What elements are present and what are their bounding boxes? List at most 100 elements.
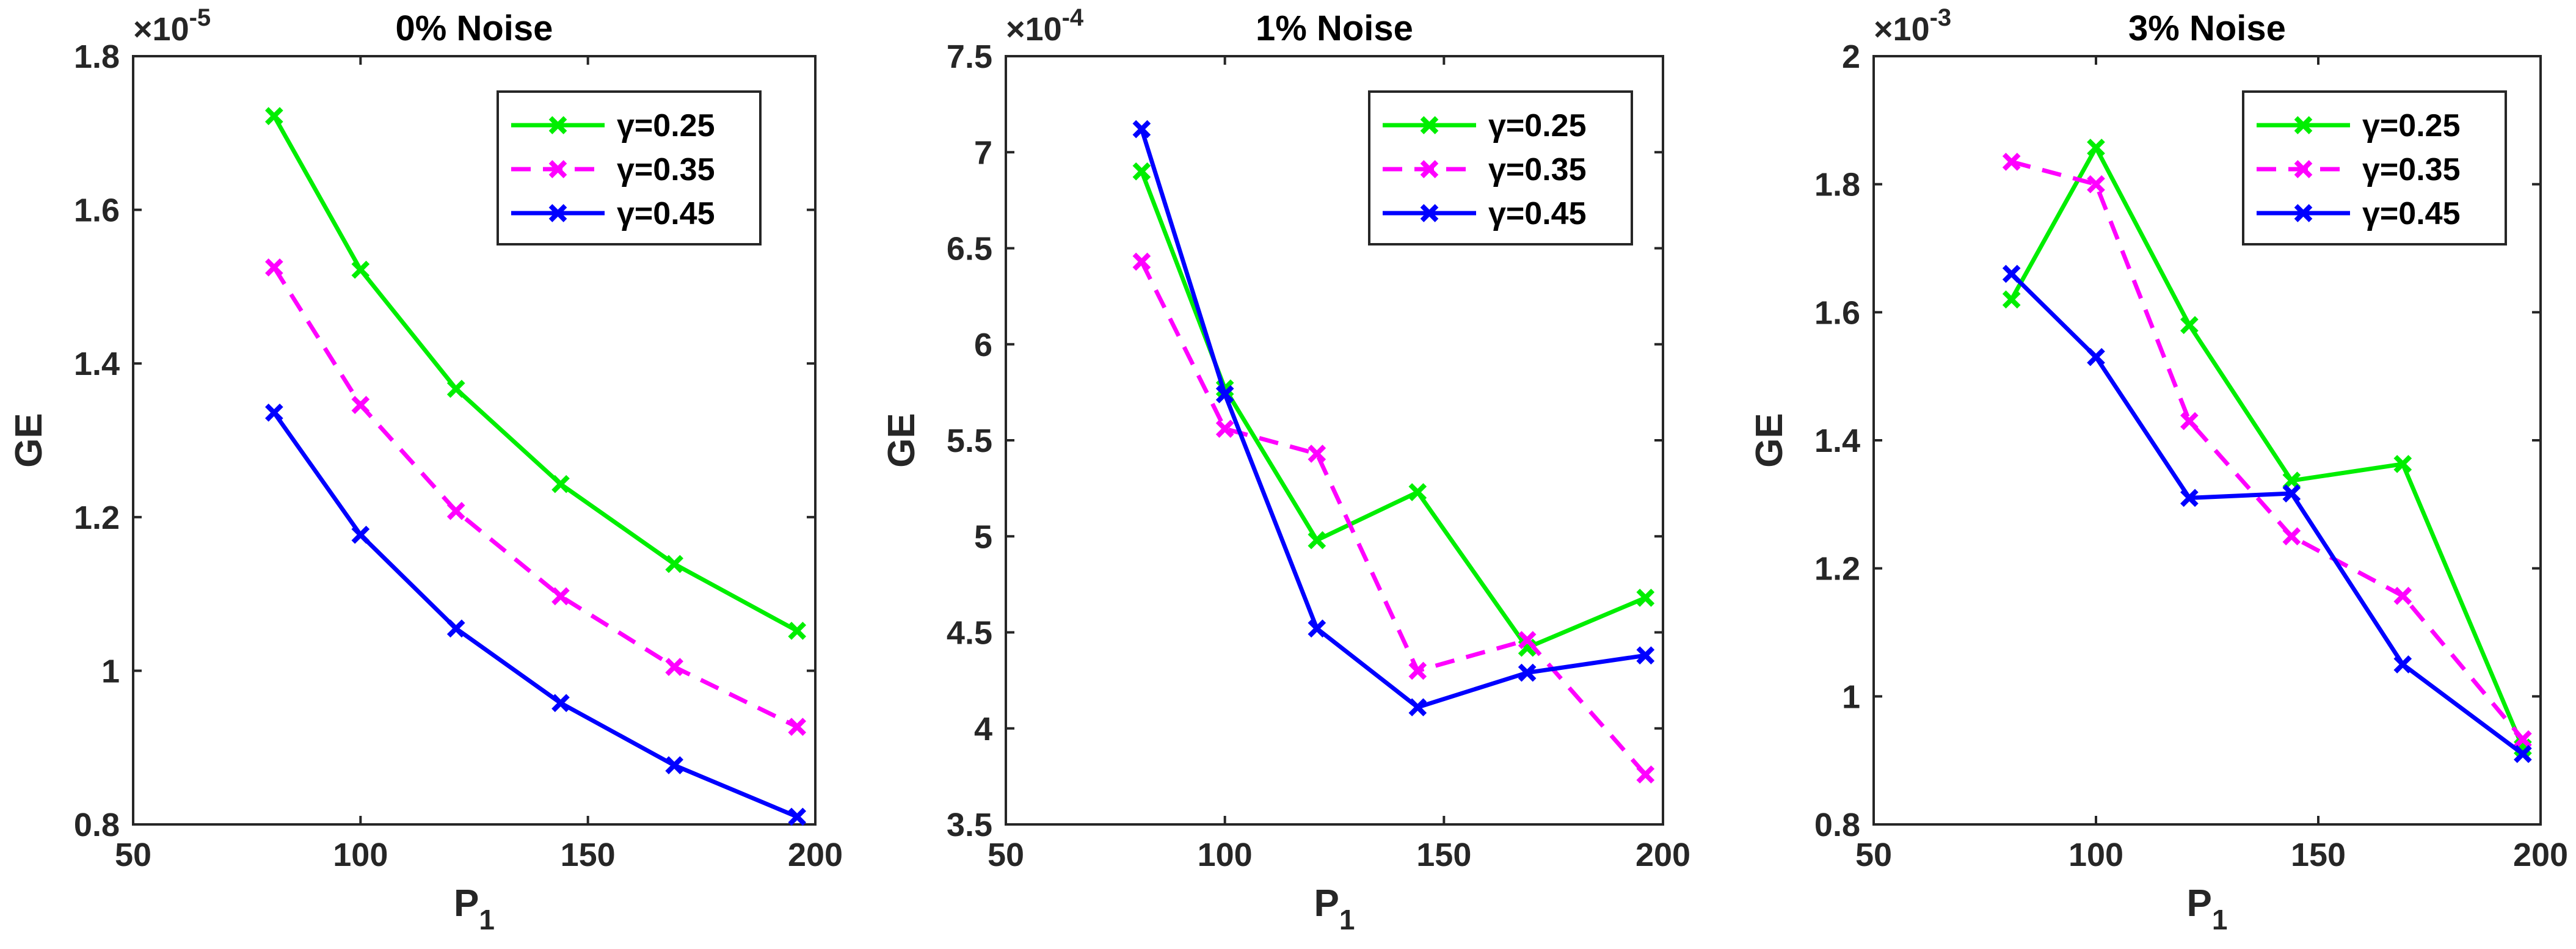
- data-point-marker: [446, 379, 465, 398]
- y-axis-label: GE: [1748, 413, 1791, 468]
- data-point-marker: [1308, 619, 1326, 638]
- data-point-marker: [2002, 153, 2021, 171]
- y-tick-label: 1.6: [74, 192, 120, 229]
- x-axis-label: P1: [454, 882, 495, 936]
- data-point-marker: [2393, 586, 2412, 605]
- x-tick-label: 200: [1635, 837, 1690, 873]
- legend-label: γ=0.35: [617, 152, 715, 187]
- y-tick-label: 1: [101, 653, 120, 689]
- y-axis-label: GE: [881, 413, 923, 468]
- chart-title: 1% Noise: [1256, 9, 1413, 48]
- series-line: [2010, 272, 2524, 756]
- y-tick-label: 6.5: [947, 231, 992, 267]
- legend-label: γ=0.25: [1488, 108, 1587, 144]
- data-point-marker: [788, 807, 807, 826]
- x-axis-label: P1: [1314, 882, 1355, 936]
- data-point-marker: [446, 619, 465, 638]
- x-tick-label: 100: [1198, 837, 1253, 873]
- data-point-marker: [2282, 527, 2301, 546]
- exponent-power: -3: [1930, 4, 1952, 31]
- data-point-marker: [1408, 661, 1427, 680]
- y-tick-label: 1: [1842, 678, 1860, 715]
- y-tick-label: 3.5: [947, 807, 992, 843]
- data-point-marker: [1518, 631, 1537, 649]
- chart-panel-2: 50 100 150 200 3.5 4 4.5 5 5.5 6 6.5 7 7.5 ×10-4 1% No…: [881, 4, 1690, 936]
- legend: γ=0.25 γ=0.35 γ=0.45: [2242, 90, 2507, 245]
- data-point-marker: [2514, 730, 2532, 749]
- legend-label: γ=0.45: [2362, 196, 2461, 231]
- x-tick-label: 200: [2513, 837, 2568, 873]
- series-3: [265, 403, 807, 826]
- exponent-power: -4: [1062, 4, 1084, 31]
- y-axis-label: GE: [8, 413, 50, 468]
- data-point-marker: [2514, 744, 2532, 763]
- y-tick-label: 1.8: [74, 38, 120, 75]
- x-tick-label: 50: [115, 837, 151, 873]
- y-tick-label: 1.2: [1814, 551, 1860, 587]
- y-tick-label: 6: [974, 327, 992, 363]
- series-line: [272, 411, 798, 819]
- legend-label: γ=0.35: [2362, 152, 2461, 187]
- y-exponent-label: ×10-3: [1874, 4, 1951, 48]
- y-tick-label: 2: [1842, 38, 1860, 75]
- data-point-marker: [2087, 175, 2105, 194]
- data-point-marker: [1132, 120, 1151, 139]
- y-tick-label: 4: [974, 711, 992, 747]
- y-tick-label: 7: [974, 134, 992, 171]
- exponent-base: ×10: [1874, 11, 1930, 48]
- legend: γ=0.25 γ=0.35 γ=0.45: [1368, 90, 1633, 245]
- x-tick-label: 50: [988, 837, 1024, 873]
- legend-label: γ=0.25: [2362, 108, 2461, 144]
- data-point-marker: [551, 474, 570, 493]
- y-tick-label: 1.2: [74, 500, 120, 536]
- y-tick-label: 5.5: [947, 423, 992, 459]
- data-point-marker: [2002, 290, 2021, 309]
- data-point-marker: [1132, 252, 1151, 271]
- y-tick-label: 1.4: [1814, 423, 1860, 459]
- x-tick-label: 50: [1855, 837, 1892, 873]
- legend-marker: [548, 116, 567, 134]
- chart-panel-3: 50 100 150 200 0.8 1 1.2 1.4 1.6 1.8 2 ×10-3 3% Nois…: [1748, 4, 2568, 936]
- data-point-marker: [1636, 646, 1655, 665]
- legend-box: [1368, 90, 1633, 245]
- data-point-marker: [265, 258, 283, 277]
- legend-marker: [1420, 160, 1439, 178]
- y-tick-label: 1.4: [74, 346, 120, 382]
- series-1: [265, 107, 807, 640]
- data-point-marker: [351, 396, 370, 414]
- legend-label: γ=0.45: [1488, 196, 1587, 231]
- data-point-marker: [2393, 655, 2412, 674]
- x-tick-label: 100: [333, 837, 388, 873]
- data-point-marker: [2282, 484, 2301, 503]
- y-tick-label: 0.8: [1814, 807, 1860, 843]
- data-point-marker: [265, 403, 283, 422]
- series-line: [2009, 145, 2525, 749]
- series-line: [2010, 159, 2525, 741]
- legend-marker: [548, 160, 567, 178]
- data-point-marker: [351, 260, 370, 279]
- data-point-marker: [265, 107, 283, 125]
- legend-box: [497, 90, 762, 245]
- data-point-marker: [665, 658, 683, 676]
- data-point-marker: [2087, 347, 2105, 366]
- data-point-marker: [446, 501, 465, 520]
- data-point-marker: [2002, 264, 2021, 283]
- data-point-marker: [1636, 765, 1655, 784]
- data-point-marker: [1215, 385, 1234, 404]
- data-point-marker: [551, 694, 570, 713]
- legend-label: γ=0.45: [617, 196, 715, 231]
- y-tick-label: 4.5: [947, 615, 992, 652]
- legend: γ=0.25 γ=0.35 γ=0.45: [497, 90, 762, 245]
- series-2: [1132, 252, 1655, 784]
- legend-marker: [2294, 116, 2313, 134]
- data-point-marker: [1636, 589, 1655, 607]
- series-3: [2002, 264, 2532, 763]
- data-point-marker: [1408, 698, 1427, 716]
- legend-marker: [548, 204, 567, 222]
- legend-marker: [1420, 204, 1439, 222]
- legend-box: [2242, 90, 2507, 245]
- data-point-marker: [2180, 489, 2199, 507]
- data-point-marker: [551, 587, 570, 606]
- x-tick-label: 150: [1416, 837, 1471, 873]
- data-point-marker: [788, 718, 807, 736]
